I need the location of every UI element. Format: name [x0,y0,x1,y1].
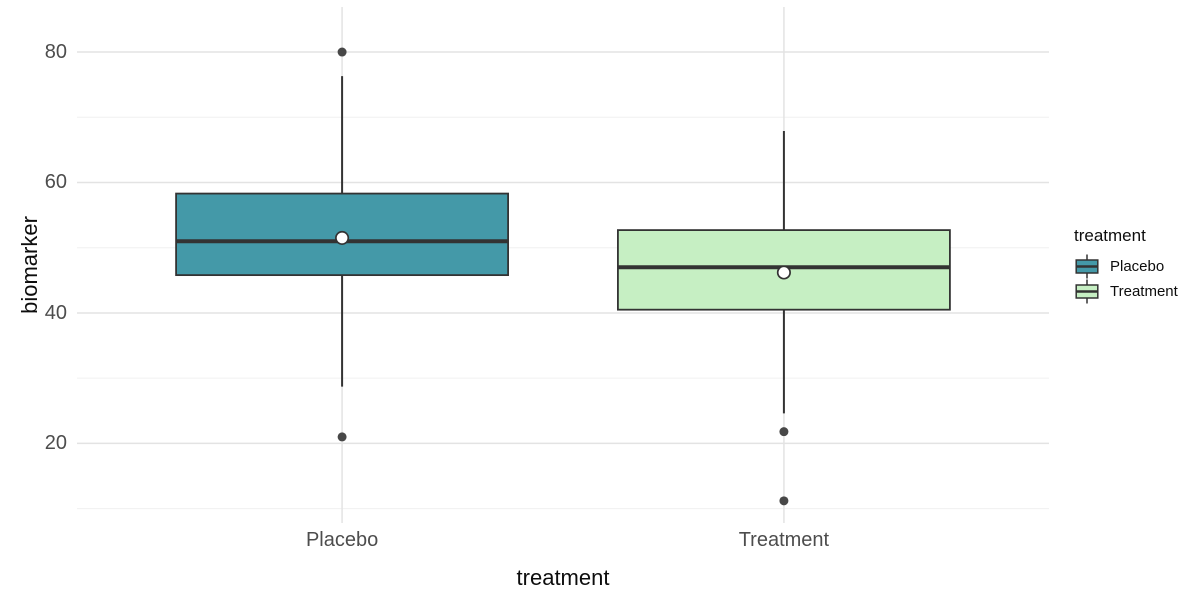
legend-label: Treatment [1110,283,1178,300]
y-tick-label: 80 [44,41,67,63]
y-tick-label: 60 [44,171,67,194]
legend-item-placebo: Placebo [1074,254,1178,279]
boxplot-key-glyph [1075,279,1099,304]
legend-label: Placebo [1110,258,1165,275]
x-tick-label: Treatment [738,529,830,551]
legend-item-treatment: Treatment [1074,279,1178,304]
outlier-point [337,47,347,57]
outlier-point [337,432,347,442]
boxplot-key-icon [1074,254,1100,279]
legend: treatment Placebo Treatment [1074,226,1178,304]
mean-point [776,265,791,280]
boxplot-key-icon [1074,279,1100,304]
x-axis-title: treatment [516,565,610,590]
outlier-point [779,496,789,506]
mean-point [335,230,350,245]
y-axis-title: biomarker [17,216,42,314]
y-tick-label: 40 [44,301,67,324]
boxplot-key-glyph [1075,254,1099,279]
x-tick-label: Placebo [305,529,379,551]
y-tick-label: 20 [44,432,67,455]
legend-title: treatment [1074,226,1146,245]
outlier-point [779,427,789,437]
